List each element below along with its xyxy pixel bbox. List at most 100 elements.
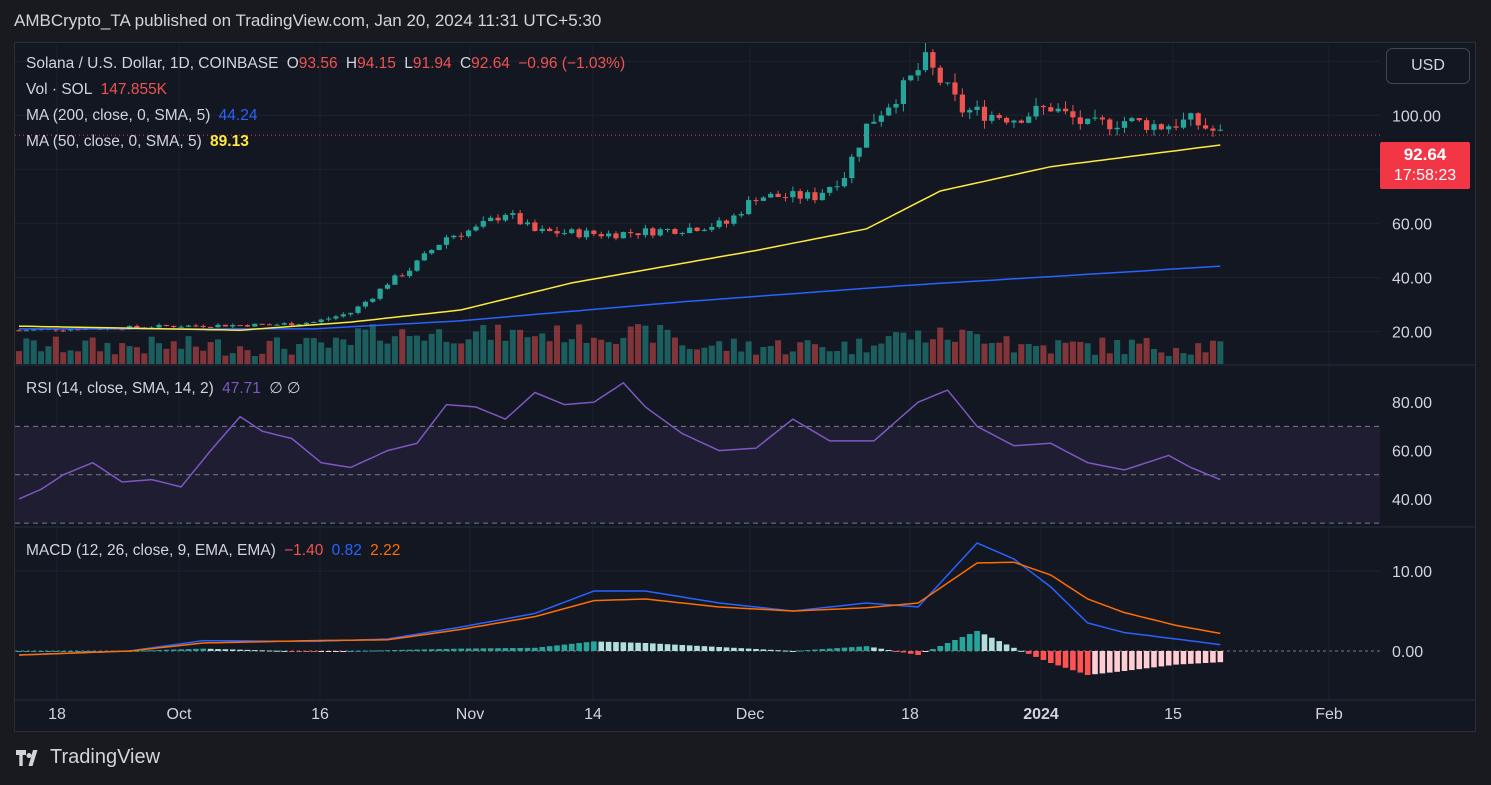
macd-histogram-bar (259, 650, 266, 652)
volume-bar (281, 348, 288, 364)
candle-body (642, 228, 649, 236)
volume-bar (1217, 341, 1224, 364)
volume-bar (30, 340, 37, 364)
macd-histogram-bar (274, 650, 280, 652)
volume-bar (885, 336, 892, 364)
macd-histogram-bar (1055, 651, 1061, 666)
candle-body (1136, 118, 1142, 121)
ma50-label[interactable]: MA (50, close, 0, SMA, 5) (26, 133, 202, 150)
candle-body (613, 233, 619, 239)
tradingview-logo[interactable]: TradingView (16, 746, 160, 769)
volume-bar (981, 343, 988, 364)
candle-body (841, 178, 848, 187)
macd-histogram-bar (664, 644, 671, 651)
macd-histogram-bar (502, 648, 509, 651)
macd-histogram-bar (790, 651, 796, 652)
volume-bar (561, 342, 568, 364)
macd-histogram-bar (193, 648, 199, 651)
candle-body (561, 233, 567, 235)
rsi-label[interactable]: RSI (14, close, SMA, 14, 2) (26, 380, 214, 397)
volume-bar (694, 349, 701, 364)
macd-histogram-bar (421, 649, 428, 651)
volume-bar (856, 338, 863, 364)
macd-y-tick-label: 0.00 (1392, 644, 1423, 661)
volume-bar (229, 353, 236, 364)
volume-bar (834, 351, 841, 364)
macd-label[interactable]: MACD (12, 26, close, 9, EMA, EMA) (26, 542, 276, 559)
symbol-label[interactable]: Solana / U.S. Dollar, 1D, COINBASE (26, 55, 279, 72)
macd-histogram-bar (598, 641, 605, 651)
volume-bar (1055, 340, 1062, 364)
macd-histogram-bar (1210, 651, 1216, 663)
candle-body (804, 192, 811, 199)
chart-frame[interactable] (14, 42, 1476, 732)
volume-bar (38, 351, 45, 364)
volume-bar (517, 329, 524, 364)
candle-body (1085, 118, 1091, 124)
candle-body (981, 106, 988, 121)
macd-histogram-bar (1180, 651, 1187, 665)
volume-bar (546, 341, 553, 364)
candle-body (473, 226, 479, 231)
open-value: 93.56 (298, 55, 338, 72)
candle-body (1195, 113, 1201, 126)
currency-button[interactable]: USD (1386, 48, 1470, 84)
macd-histogram-bar (451, 648, 457, 651)
volume-bar (679, 345, 686, 364)
macd-histogram-bar (716, 647, 722, 651)
macd-histogram-bar (200, 648, 207, 651)
volume-bar (237, 346, 244, 364)
volume-bar (767, 346, 774, 364)
volume-bar (1150, 348, 1157, 364)
macd-histogram-bar (885, 649, 892, 651)
volume-bar (568, 339, 575, 364)
candle-body (753, 200, 759, 202)
macd-histogram-bar (509, 648, 516, 651)
macd-histogram-bar (922, 651, 929, 652)
macd-histogram-bar (377, 650, 383, 652)
candle-body (532, 222, 538, 232)
macd-histogram-bar (1195, 651, 1201, 664)
macd-histogram-bar (1165, 651, 1172, 666)
volume-bar (288, 354, 295, 364)
macd-histogram-bar (215, 649, 221, 651)
volume-bar (775, 340, 782, 364)
macd-histogram-bar (82, 651, 89, 652)
volume-label[interactable]: Vol · SOL (26, 81, 93, 98)
volume-bar (1143, 337, 1150, 364)
macd-y-tick-label: 10.00 (1392, 564, 1432, 581)
candle-body (1210, 128, 1216, 131)
rsi-extra: ∅ ∅ (269, 380, 301, 397)
last-price: 92.64 (1403, 145, 1447, 164)
candle-body (738, 214, 744, 216)
macd-histogram-bar (156, 650, 162, 652)
macd-histogram-bar (244, 649, 251, 651)
volume-bar (598, 339, 605, 364)
candle-body (1188, 113, 1194, 120)
macd-histogram-bar (1070, 651, 1076, 671)
macd-histogram-bar (524, 647, 531, 651)
volume-bar (1128, 339, 1135, 364)
ma200-label[interactable]: MA (200, close, 0, SMA, 5) (26, 107, 211, 124)
candle-body (333, 316, 339, 319)
volume-bar (1121, 354, 1128, 364)
candle-body (222, 324, 228, 327)
macd-histogram-bar (207, 648, 214, 651)
ma50-legend: MA (50, close, 0, SMA, 5) 89.13 (26, 133, 253, 151)
macd-histogram-bar (760, 649, 767, 651)
macd-histogram-bar (966, 634, 973, 651)
macd-histogram-bar (900, 651, 907, 653)
volume-bar (811, 344, 818, 364)
volume-bar (1158, 352, 1165, 364)
candle-body (60, 330, 66, 332)
macd-histogram-bar (1114, 651, 1120, 672)
macd-histogram-bar (554, 645, 560, 651)
volume-bar (922, 342, 929, 364)
candle-body (856, 147, 862, 157)
candle-body (886, 107, 892, 116)
macd-histogram-bar (878, 648, 885, 651)
volume-bar (907, 339, 914, 364)
volume-legend: Vol · SOL 147.855K (26, 81, 171, 99)
macd-histogram-bar (635, 642, 641, 651)
